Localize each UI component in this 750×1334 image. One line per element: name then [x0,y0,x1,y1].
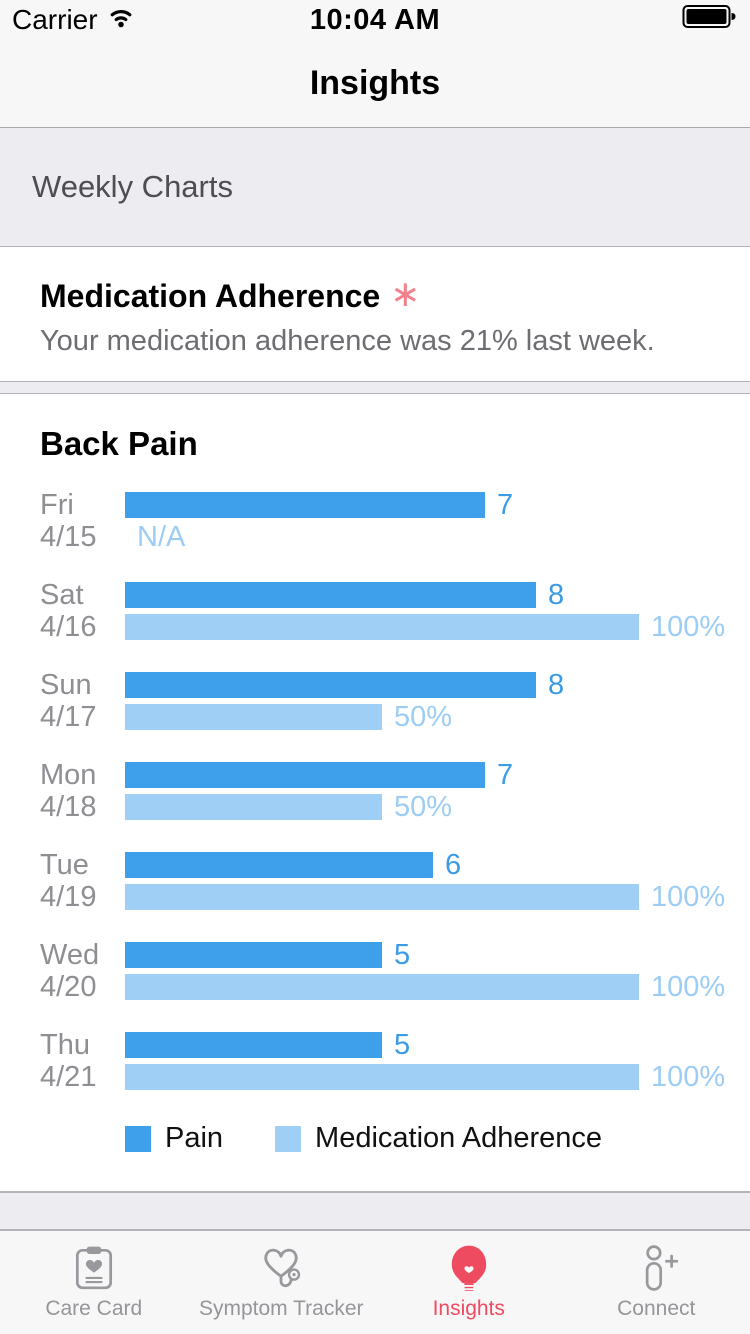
adherence-value: 100% [651,611,726,643]
day-label: Sun [40,669,92,701]
stethoscope-heart-icon [255,1241,307,1293]
tab-label: Insights [432,1297,505,1320]
header: Carrier 10:04 AM [0,0,750,128]
day-label: Fri [40,489,74,521]
chart-row-sat: Sat 4/16 8 100% [40,579,725,643]
pain-bar [125,582,536,608]
pain-value: 5 [394,939,411,971]
tab-label: Care Card [45,1297,143,1320]
nav-bar: Insights [0,40,750,127]
clock: 10:04 AM [309,3,441,36]
adherence-bar [125,614,639,640]
adherence-value: N/A [137,521,186,553]
card-divider [0,382,750,394]
pain-bar [125,762,485,788]
date-label: 4/21 [40,1061,97,1093]
chart-row-fri: Fri 4/15 7 N/A [40,489,710,553]
chart-row-sun: Sun 4/17 8 50% [40,669,710,733]
tab-care-card[interactable]: Care Card [0,1231,188,1334]
pain-value: 7 [497,759,514,791]
tab-symptom-tracker[interactable]: Symptom Tracker [188,1231,376,1334]
adherence-card-subtitle: Your medication adherence was 21% last w… [40,325,655,357]
weekly-charts-section-header: Weekly Charts [0,128,750,247]
day-label: Tue [40,849,89,881]
alert-asterisk-icon: ∗ [390,273,421,314]
day-label: Wed [40,939,100,971]
adherence-value: 100% [651,971,726,1003]
tab-connect[interactable]: Connect [563,1231,750,1334]
adherence-bar [125,884,639,910]
pain-value: 5 [394,1029,411,1061]
carrier-label: Carrier [12,4,98,35]
chart-legend: Pain Medication Adherence [125,1122,710,1155]
chart-row-tue: Tue 4/19 6 100% [40,849,725,913]
page-title: Insights [309,64,441,102]
adherence-swatch-icon [275,1125,302,1152]
date-label: 4/20 [40,971,97,1003]
legend-label: Pain [165,1122,224,1154]
medication-adherence-card: Medication Adherence ∗ Your medication a… [0,247,750,382]
adherence-value: 100% [651,1061,726,1093]
date-label: 4/15 [40,521,97,553]
adherence-value: 50% [394,701,453,733]
chart-rows: Fri 4/15 7 N/A Sat 4/16 [40,489,725,1093]
wifi-icon [106,4,136,36]
lightbulb-heart-icon [444,1241,494,1293]
adherence-bar [125,704,382,730]
adherence-value: 100% [651,881,726,913]
pain-value: 8 [548,579,565,611]
date-label: 4/16 [40,611,97,643]
pain-bar [125,1032,382,1058]
pain-bar [125,492,485,518]
pain-swatch-icon [125,1125,151,1152]
battery-full-icon [682,4,738,37]
pain-value: 6 [445,849,462,881]
clipboard-heart-icon [69,1241,119,1293]
date-label: 4/18 [40,791,97,823]
pain-bar [125,942,382,968]
pain-bar [125,672,536,698]
chart-row-mon: Mon 4/18 7 50% [40,759,710,823]
tab-label: Connect [617,1297,696,1320]
legend-item-pain: Pain [125,1122,223,1155]
adherence-value: 50% [394,791,453,823]
pain-value: 8 [548,669,565,701]
tab-label: Symptom Tracker [198,1297,364,1320]
section-title: Weekly Charts [32,169,233,204]
status-bar: Carrier 10:04 AM [0,0,750,40]
pain-value: 7 [497,489,514,521]
tab-insights[interactable]: Insights [375,1231,563,1334]
day-label: Mon [40,759,97,791]
date-label: 4/17 [40,701,97,733]
day-label: Thu [40,1029,90,1061]
adherence-bar [125,1064,639,1090]
person-add-icon [631,1241,681,1293]
bottom-spacer [0,1192,750,1230]
adherence-card-title: Medication Adherence [40,278,381,314]
adherence-bar [125,974,639,1000]
legend-item-adherence: Medication Adherence [275,1122,602,1155]
chart-row-wed: Wed 4/20 5 100% [40,939,725,1003]
chart-title: Back Pain [40,425,198,462]
adherence-bar [125,794,382,820]
legend-label: Medication Adherence [315,1122,603,1154]
chart-row-thu: Thu 4/21 5 100% [40,1029,725,1093]
pain-bar [125,852,433,878]
date-label: 4/19 [40,881,97,913]
tab-bar: Care Card Symptom Tracker [0,1230,750,1334]
back-pain-chart-card: Back Pain Fri 4/15 7 N/A [0,394,750,1192]
day-label: Sat [40,579,84,611]
